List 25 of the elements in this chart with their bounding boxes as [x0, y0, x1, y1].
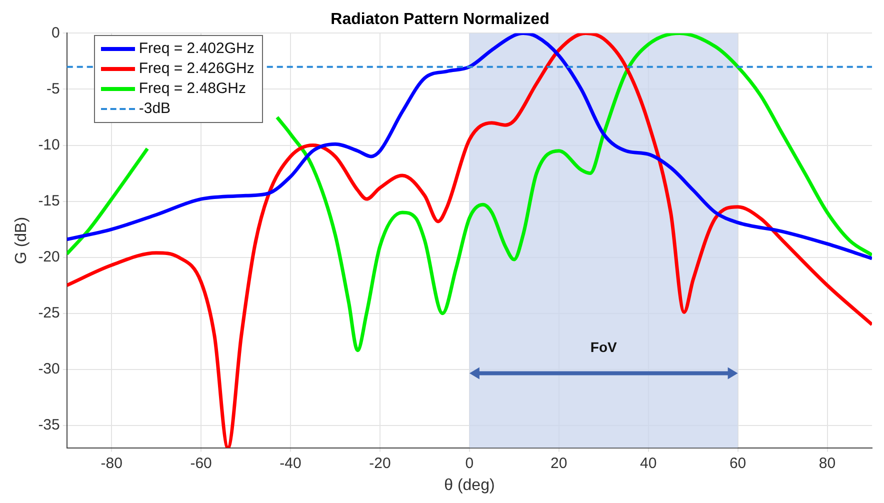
x-tick-label: -80 — [100, 454, 122, 472]
x-tick-label: 0 — [465, 454, 474, 472]
legend-label: Freq = 2.48GHz — [138, 79, 246, 100]
x-tick-label: -40 — [280, 454, 302, 472]
chart-title: Radiaton Pattern Normalized — [330, 11, 550, 28]
y-tick-label: -10 — [38, 136, 60, 154]
legend-label: -3dB — [138, 99, 171, 120]
y-tick-label: -5 — [46, 80, 60, 98]
y-tick-label: -15 — [38, 192, 60, 210]
y-tick-label: 0 — [52, 24, 60, 42]
x-tick-label: 60 — [729, 454, 746, 472]
x-tick-label: -20 — [369, 454, 391, 472]
y-tick-label: -35 — [38, 416, 60, 434]
y-axis-title: G (dB) — [13, 216, 30, 264]
x-tick-label: 40 — [640, 454, 657, 472]
x-tick-label: 20 — [550, 454, 568, 472]
y-tick-label: -20 — [38, 248, 60, 266]
x-tick-label: 80 — [818, 454, 836, 472]
x-tick-label: -60 — [190, 454, 212, 472]
legend-label: Freq = 2.426GHz — [138, 59, 254, 80]
annotation: FoV — [590, 339, 618, 356]
x-axis-title: θ (deg) — [444, 476, 495, 494]
legend-label: Freq = 2.402GHz — [138, 39, 254, 60]
y-tick-label: -30 — [38, 360, 60, 378]
y-tick-label: -25 — [38, 304, 60, 322]
